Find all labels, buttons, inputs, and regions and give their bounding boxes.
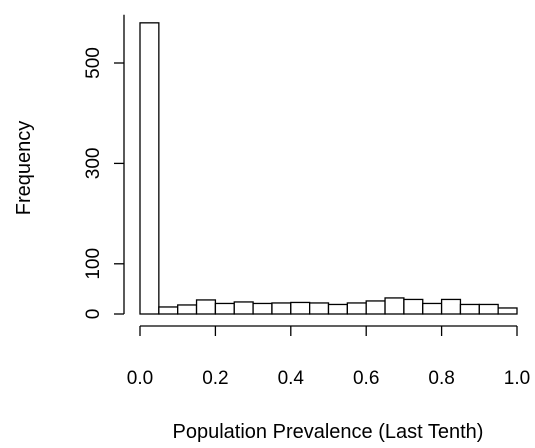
x-axis: 0.0 0.2 0.4 0.6 0.8 1.0 — [127, 325, 530, 389]
histogram-bar — [497, 307, 518, 315]
x-tick-label: 0.8 — [428, 368, 454, 389]
y-axis-title: Frequency — [13, 121, 35, 216]
x-tick-label: 0.2 — [202, 368, 228, 389]
histogram-bar — [214, 302, 235, 315]
histogram-bar — [139, 22, 160, 315]
histogram-bar — [308, 302, 330, 315]
histogram-bar — [384, 297, 405, 315]
histogram-bar — [271, 302, 292, 315]
histogram-bar — [346, 302, 367, 315]
y-tick-label: 300 — [83, 148, 104, 180]
y-axis: 0 100 300 500 — [83, 14, 125, 320]
histogram-bar — [403, 298, 424, 315]
x-tick-label: 0.6 — [353, 368, 379, 389]
x-tick-label: 1.0 — [504, 368, 530, 389]
histogram-bar — [440, 298, 462, 315]
histogram-bar — [478, 303, 499, 315]
histogram-bar — [195, 299, 217, 315]
histogram-bar — [327, 303, 349, 315]
histogram-bar — [233, 301, 254, 315]
histogram-bar — [158, 306, 179, 315]
histogram-bar — [252, 302, 273, 315]
histogram-bar — [422, 302, 443, 315]
x-tick-label: 0.0 — [127, 368, 153, 389]
histogram-bar — [365, 300, 386, 315]
histogram-bar — [290, 301, 311, 315]
x-tick-label: 0.4 — [278, 368, 305, 389]
histogram-bar — [177, 304, 198, 315]
y-tick-label: 500 — [83, 47, 104, 79]
x-axis-title: Population Prevalence (Last Tenth) — [173, 421, 484, 443]
histogram-bar — [459, 303, 480, 315]
y-tick-label: 0 — [83, 309, 104, 320]
y-tick-label: 100 — [83, 248, 104, 280]
bars-group — [139, 22, 518, 315]
